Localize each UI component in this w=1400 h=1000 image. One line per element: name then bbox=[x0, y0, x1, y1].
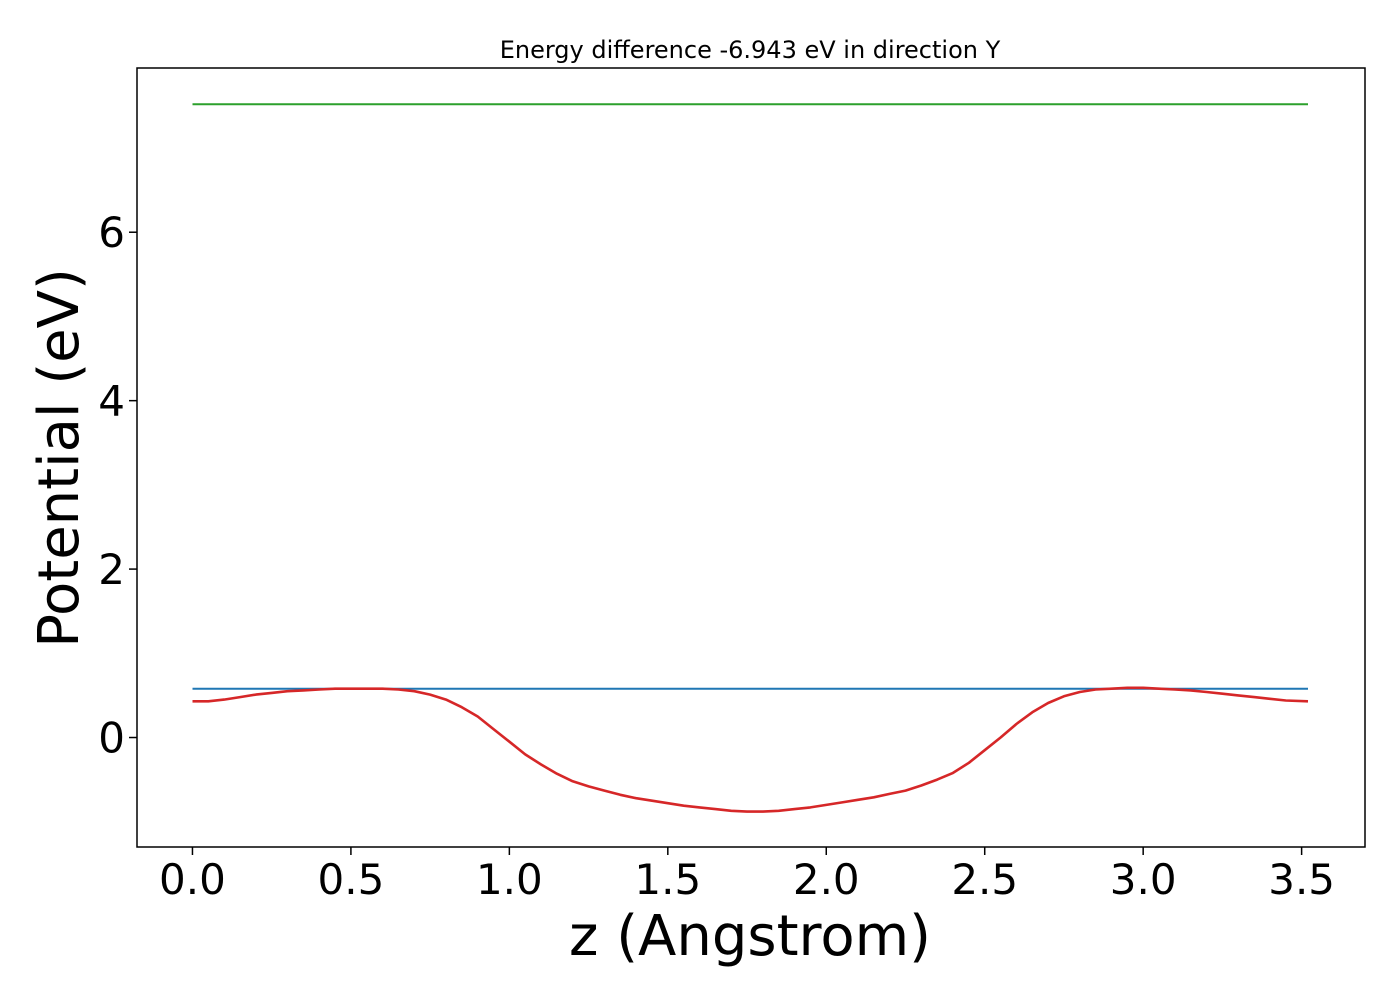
series-layer bbox=[192, 103, 1309, 813]
y-tick-label: 4 bbox=[98, 377, 125, 426]
y-tick-label: 2 bbox=[98, 545, 125, 594]
x-axis-ticks: 0.0 0.5 1.0 1.5 2.0 2.5 3.0 3.5 bbox=[159, 847, 1335, 904]
y-axis-label: Potential (eV) bbox=[27, 268, 92, 648]
y-axis-ticks: 0 2 4 6 bbox=[98, 208, 137, 763]
x-tick-label: 3.0 bbox=[1110, 855, 1177, 904]
x-tick-label: 0.0 bbox=[159, 855, 226, 904]
y-tick-label: 6 bbox=[98, 208, 125, 257]
x-tick-label: 3.5 bbox=[1268, 855, 1335, 904]
x-tick-label: 0.5 bbox=[318, 855, 385, 904]
series-line-3 bbox=[192, 686, 1309, 813]
x-tick-label: 2.0 bbox=[793, 855, 860, 904]
x-tick-label: 1.0 bbox=[476, 855, 543, 904]
y-tick-label: 0 bbox=[98, 714, 125, 763]
x-tick-label: 1.5 bbox=[634, 855, 701, 904]
x-tick-label: 2.5 bbox=[951, 855, 1018, 904]
plot-frame bbox=[136, 67, 1366, 848]
chart-title: Energy difference -6.943 eV in direction… bbox=[500, 36, 1001, 64]
x-axis-label: z (Angstrom) bbox=[569, 904, 931, 969]
